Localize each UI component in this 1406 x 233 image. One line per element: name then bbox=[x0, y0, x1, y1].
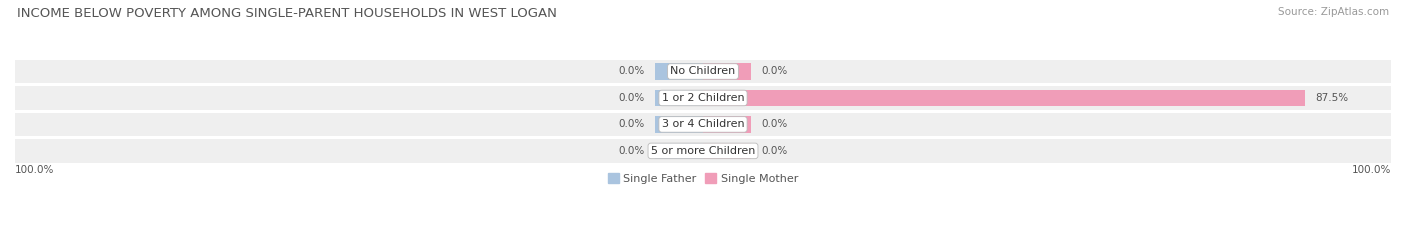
Bar bbox=[703, 63, 751, 80]
Text: 100.0%: 100.0% bbox=[15, 165, 55, 175]
Text: 0.0%: 0.0% bbox=[619, 146, 644, 156]
Text: 100.0%: 100.0% bbox=[1351, 165, 1391, 175]
Text: 3 or 4 Children: 3 or 4 Children bbox=[662, 120, 744, 129]
Text: 87.5%: 87.5% bbox=[1316, 93, 1348, 103]
Bar bbox=[15, 139, 1391, 163]
Bar bbox=[703, 90, 1305, 106]
Text: 0.0%: 0.0% bbox=[762, 120, 787, 129]
Legend: Single Father, Single Mother: Single Father, Single Mother bbox=[607, 173, 799, 184]
Bar bbox=[15, 60, 1391, 83]
Text: 5 or more Children: 5 or more Children bbox=[651, 146, 755, 156]
Bar bbox=[703, 143, 751, 159]
Text: 0.0%: 0.0% bbox=[619, 66, 644, 76]
Bar bbox=[655, 90, 703, 106]
Text: 0.0%: 0.0% bbox=[762, 146, 787, 156]
Text: 0.0%: 0.0% bbox=[762, 66, 787, 76]
Bar bbox=[703, 116, 751, 133]
Bar bbox=[15, 86, 1391, 110]
Text: INCOME BELOW POVERTY AMONG SINGLE-PARENT HOUSEHOLDS IN WEST LOGAN: INCOME BELOW POVERTY AMONG SINGLE-PARENT… bbox=[17, 7, 557, 20]
Text: Source: ZipAtlas.com: Source: ZipAtlas.com bbox=[1278, 7, 1389, 17]
Text: 0.0%: 0.0% bbox=[619, 93, 644, 103]
Text: 1 or 2 Children: 1 or 2 Children bbox=[662, 93, 744, 103]
Bar bbox=[655, 116, 703, 133]
Text: 0.0%: 0.0% bbox=[619, 120, 644, 129]
Text: No Children: No Children bbox=[671, 66, 735, 76]
Bar bbox=[655, 63, 703, 80]
Bar bbox=[655, 143, 703, 159]
Bar bbox=[15, 113, 1391, 136]
